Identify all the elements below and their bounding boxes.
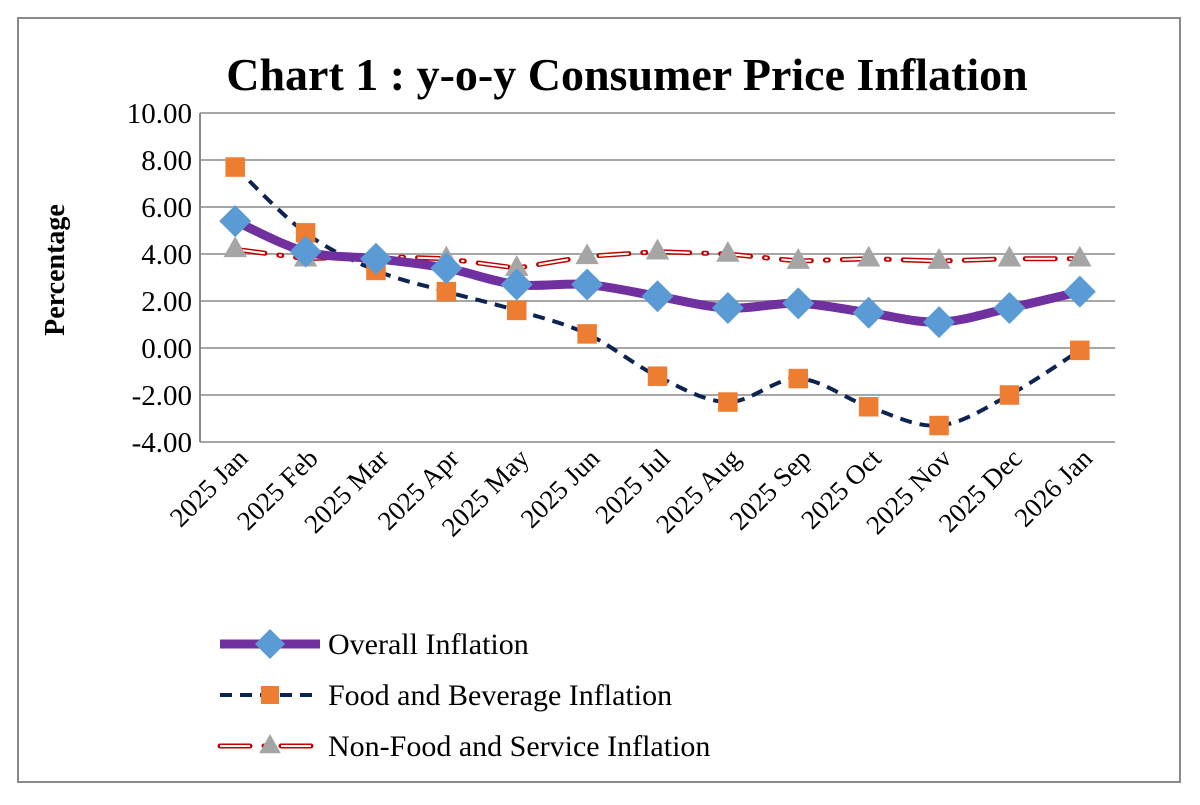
y-tick-label: 0.00 — [141, 333, 192, 365]
triangle-marker — [927, 248, 951, 269]
diamond-marker — [219, 205, 252, 238]
legend-label: Food and Beverage Inflation — [328, 679, 672, 712]
legend-item: Non-Food and Service Inflation — [217, 730, 710, 763]
triangle-marker — [716, 241, 740, 262]
diamond-marker — [255, 629, 285, 659]
chart-title: Chart 1 : y-o-y Consumer Price Inflation — [226, 49, 1028, 100]
triangle-marker — [259, 734, 281, 754]
diamond-marker — [993, 292, 1026, 325]
y-tick-label: 2.00 — [141, 286, 192, 318]
diamond-marker — [852, 296, 885, 329]
y-axis-label: Percentage — [40, 204, 71, 336]
y-tick-label: -2.00 — [132, 380, 192, 412]
triangle-marker — [1068, 245, 1092, 267]
square-marker — [577, 324, 597, 344]
legend-item: Food and Beverage Inflation — [220, 679, 672, 712]
square-marker — [506, 300, 527, 321]
diamond-marker — [359, 242, 392, 275]
diamond-marker — [500, 268, 533, 301]
y-tick-label: -4.00 — [132, 427, 192, 459]
square-marker — [718, 392, 738, 412]
y-tick-label: 10.00 — [127, 98, 192, 130]
triangle-marker — [505, 255, 529, 276]
diamond-marker — [1063, 275, 1096, 308]
diamond-marker — [571, 268, 604, 301]
legend-item: Overall Inflation — [220, 628, 529, 661]
diamond-marker — [711, 292, 744, 325]
square-marker — [295, 223, 316, 243]
diamond-marker — [641, 280, 674, 313]
triangle-marker — [786, 248, 810, 269]
triangle-marker — [997, 245, 1022, 267]
legend-label: Overall Inflation — [328, 628, 529, 661]
y-tick-label: 6.00 — [141, 192, 192, 224]
chart-border — [17, 17, 1181, 783]
square-marker — [225, 157, 245, 177]
y-tick-label: 8.00 — [141, 145, 192, 177]
diamond-marker — [782, 287, 815, 320]
square-marker — [858, 397, 879, 417]
square-marker — [999, 385, 1020, 405]
triangle-marker — [856, 245, 881, 267]
legend-label: Non-Food and Service Inflation — [328, 730, 710, 763]
diamond-marker — [923, 306, 956, 339]
series-0 — [219, 205, 1096, 339]
diamond-marker — [430, 252, 463, 285]
square-marker — [788, 368, 809, 389]
square-marker — [647, 366, 668, 386]
triangle-marker — [575, 243, 599, 265]
triangle-marker — [645, 238, 670, 260]
y-tick-label: 4.00 — [141, 239, 192, 271]
square-marker — [436, 281, 457, 302]
diamond-marker — [289, 235, 322, 268]
square-marker — [261, 686, 279, 704]
triangle-marker — [223, 236, 247, 258]
square-marker — [929, 415, 949, 436]
square-marker — [1070, 340, 1090, 361]
